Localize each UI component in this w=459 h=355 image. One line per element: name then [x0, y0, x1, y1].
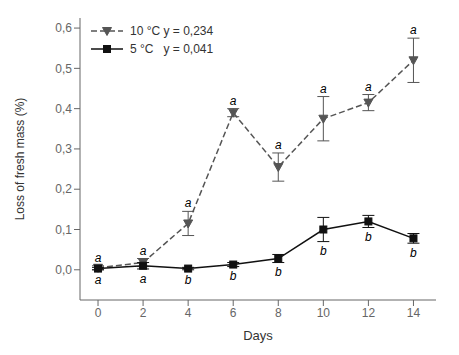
html-text:10 °C y = 0,234: 10 °C y = 0,234 — [130, 24, 214, 38]
svg-text:a: a — [95, 251, 102, 265]
svg-text:0,6: 0,6 — [55, 21, 72, 35]
svg-text:0: 0 — [95, 306, 102, 320]
svg-text:0,4: 0,4 — [55, 102, 72, 116]
svg-text:4: 4 — [185, 306, 192, 320]
svg-text:a: a — [95, 273, 102, 287]
svg-text:8: 8 — [275, 306, 282, 320]
svg-text:b: b — [275, 265, 282, 279]
svg-text:b: b — [230, 269, 237, 283]
svg-text:a: a — [230, 94, 237, 108]
svg-text:b: b — [320, 244, 327, 258]
svg-text:0,5: 0,5 — [55, 62, 72, 76]
svg-text:10: 10 — [317, 306, 331, 320]
svg-text:a: a — [185, 196, 192, 210]
svg-text:12: 12 — [362, 306, 376, 320]
svg-text:14: 14 — [407, 306, 421, 320]
svg-text:b: b — [410, 246, 417, 260]
svg-text:0,0: 0,0 — [55, 263, 72, 277]
svg-text:0,2: 0,2 — [55, 182, 72, 196]
svg-text:0,1: 0,1 — [55, 223, 72, 237]
svg-text:a: a — [365, 80, 372, 94]
svg-text:Loss of fresh mass (%): Loss of fresh mass (%) — [13, 98, 27, 221]
html-text:5 °C y = 0,041: 5 °C y = 0,041 — [130, 42, 214, 56]
svg-text:6: 6 — [230, 306, 237, 320]
svg-text:2: 2 — [140, 306, 147, 320]
svg-text:b: b — [185, 273, 192, 287]
svg-text:a: a — [275, 138, 282, 152]
svg-text:0,3: 0,3 — [55, 142, 72, 156]
svg-text:a: a — [140, 272, 147, 286]
svg-text:a: a — [410, 23, 417, 37]
svg-text:Days: Days — [243, 328, 273, 343]
svg-text:a: a — [140, 244, 147, 258]
svg-text:b: b — [365, 230, 372, 244]
svg-text:a: a — [320, 82, 327, 96]
